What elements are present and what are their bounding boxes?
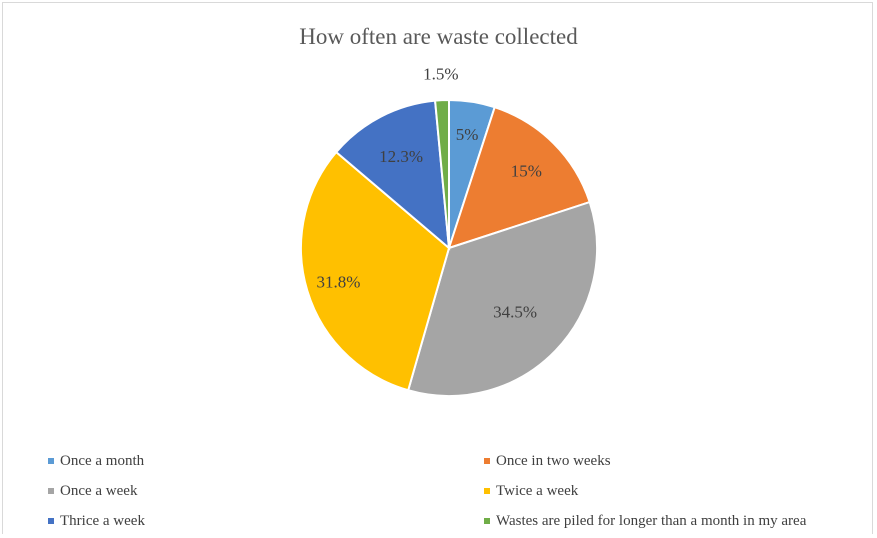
pie-slice-once-a-week (406, 200, 598, 397)
legend-swatch (48, 488, 54, 494)
legend-item-once-in-two-weeks: Once in two weeks (484, 451, 611, 471)
chart-title: How often are waste collected (299, 24, 578, 49)
data-label-once-a-week: 34.5% (493, 303, 537, 322)
pie-slice-twice-a-week (300, 150, 451, 392)
legend-label: Once in two weeks (496, 452, 611, 469)
legend-label: Once a week (60, 482, 138, 499)
legend-swatch (484, 488, 490, 494)
pie-slice-thrice-a-week (334, 99, 451, 251)
data-label-thrice-a-week: 12.3% (379, 147, 423, 166)
legend-item-twice-a-week: Twice a week (484, 481, 578, 501)
pie-slice-wastes-are-piled-for-longer-than-a-month-in-my-area (433, 98, 450, 249)
legend-swatch (484, 518, 490, 524)
legend-label: Wastes are piled for longer than a month… (496, 512, 807, 529)
data-label-once-a-month: 5% (456, 125, 479, 144)
legend-label: Once a month (60, 452, 145, 469)
legend-swatch (48, 458, 54, 464)
data-label-wastes-are-piled-for-longer-than-a-month-in-my-area: 1.5% (423, 65, 458, 84)
legend-item-once-a-week: Once a week (48, 481, 137, 501)
legend-label: Twice a week (496, 482, 579, 499)
data-label-once-in-two-weeks: 15% (511, 161, 542, 180)
legend-item-thrice-a-week: Thrice a week (48, 511, 145, 531)
legend-item-once-a-month: Once a month (48, 451, 144, 471)
legend-swatch (484, 458, 490, 464)
data-label-twice-a-week: 31.8% (317, 272, 361, 291)
legend-label: Thrice a week (60, 512, 145, 529)
legend-item-wastes-are-piled-for-longer-than-a-month-in-my-area: Wastes are piled for longer than a month… (484, 511, 806, 531)
legend-swatch (48, 518, 54, 524)
